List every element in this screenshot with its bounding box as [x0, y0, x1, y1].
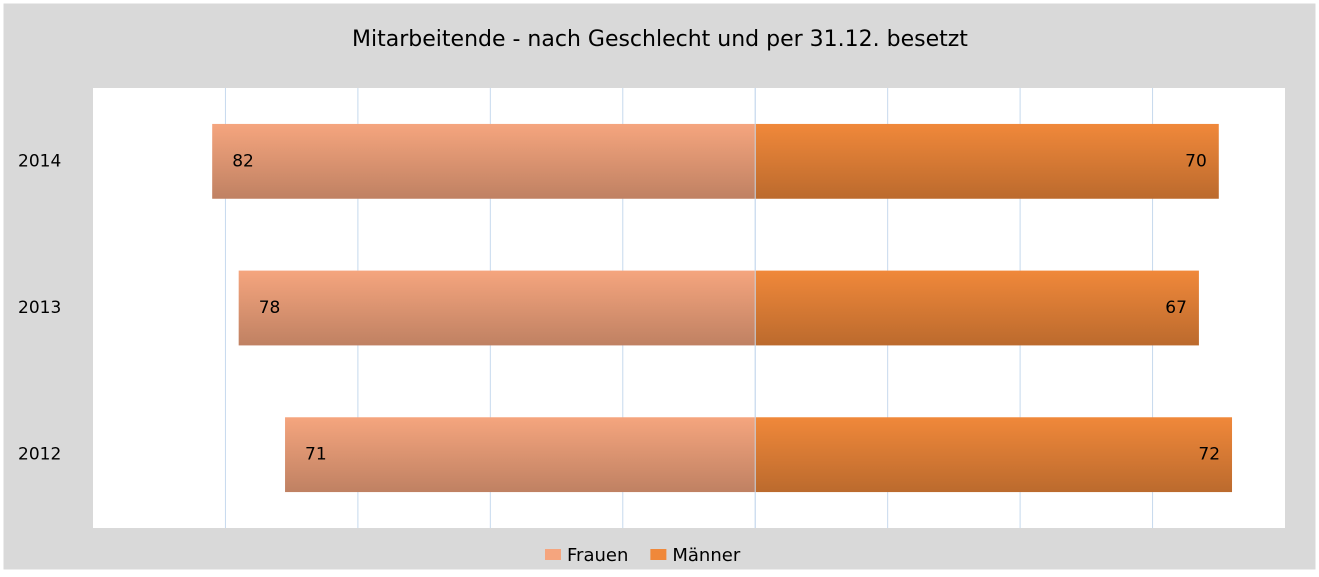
legend-swatch [545, 549, 561, 560]
legend-label: Frauen [567, 545, 628, 566]
data-label: 78 [259, 298, 281, 318]
bar-shade [285, 417, 756, 493]
y-tick-label: 2013 [18, 298, 61, 318]
data-label: 71 [305, 445, 327, 465]
bar-shade [755, 270, 1199, 346]
data-label: 82 [232, 151, 254, 171]
data-label: 72 [1198, 445, 1220, 465]
y-tick-label: 2014 [18, 151, 61, 171]
legend-swatch [650, 549, 667, 560]
chart-title: Mitarbeitende - nach Geschlecht und per … [352, 27, 968, 52]
y-tick-label: 2012 [18, 445, 61, 465]
bar-shade [755, 417, 1233, 493]
bar-shade [212, 123, 756, 199]
legend-label: Männer [672, 545, 740, 566]
bar-shade [755, 123, 1219, 199]
data-label: 67 [1165, 298, 1187, 318]
data-label: 70 [1185, 151, 1207, 171]
bar-shade [238, 270, 756, 346]
